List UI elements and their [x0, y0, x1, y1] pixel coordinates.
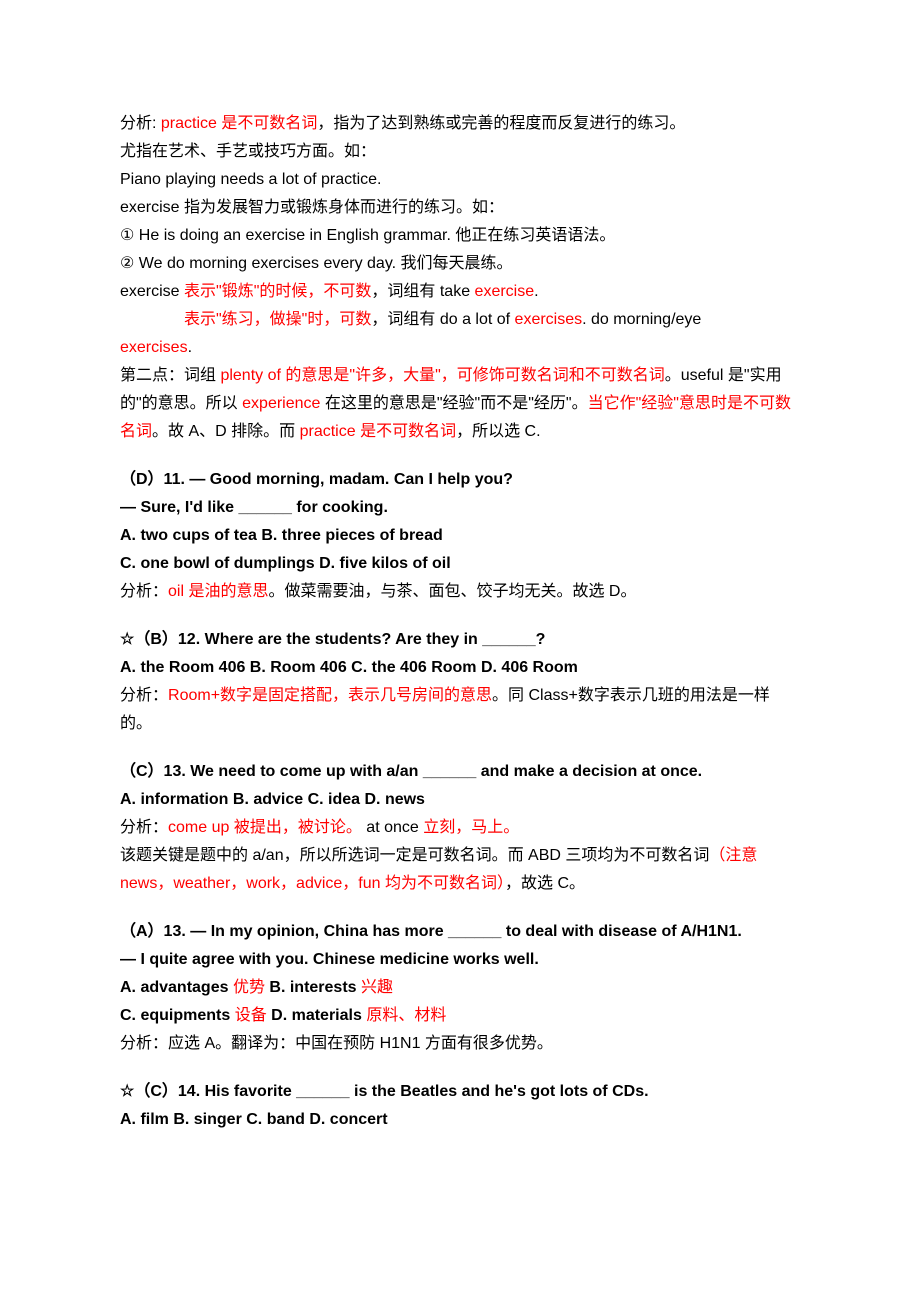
text: .: [188, 339, 192, 356]
gap: [120, 606, 800, 626]
text: .: [534, 283, 538, 300]
text-accent: come up 被提出，被讨论。: [168, 819, 362, 836]
intro-line-1: 分析: practice 是不可数名词，指为了达到熟练或完善的程度而反复进行的练…: [120, 110, 800, 138]
text: exercise 指为发展智力或锻炼身体而进行的练习。如：: [120, 199, 504, 216]
text: ，词组有 do a lot of: [371, 311, 514, 328]
text-accent: exercises: [120, 339, 188, 356]
text: （C）13. We need to come up with a/an ____…: [120, 763, 702, 780]
text-accent: Room+数字是固定搭配，表示几号房间的意思: [168, 687, 492, 704]
q12-stem: ☆（B）12. Where are the students? Are they…: [120, 626, 800, 654]
text: 分析：: [120, 687, 168, 704]
document-page: 分析: practice 是不可数名词，指为了达到熟练或完善的程度而反复进行的练…: [0, 0, 920, 1302]
intro-line-8: 表示"练习，做操"时，可数，词组有 do a lot of exercises.…: [120, 306, 800, 334]
text: exercise: [120, 283, 184, 300]
text: — I quite agree with you. Chinese medici…: [120, 951, 539, 968]
text-accent: practice 是不可数名词: [161, 115, 317, 132]
text: A. film B. singer C. band D. concert: [120, 1111, 388, 1128]
text: A. the Room 406 B. Room 406 C. the 406 R…: [120, 659, 578, 676]
gap: [120, 1058, 800, 1078]
text: Piano playing needs a lot of practice.: [120, 171, 382, 188]
q13b-opts-cd: C. equipments 设备 D. materials 原料、材料: [120, 1002, 800, 1030]
gap: [120, 738, 800, 758]
text: 。做菜需要油，与茶、面包、饺子均无关。故选 D。: [268, 583, 636, 600]
text: ☆（C）14. His favorite ______ is the Beatl…: [120, 1083, 649, 1100]
gap: [120, 898, 800, 918]
text-accent: 表示"锻炼"的时候，不可数: [184, 283, 371, 300]
q11-stem-2: — Sure, I'd like ______ for cooking.: [120, 494, 800, 522]
q13a-analysis-2: 该题关键是题中的 a/an，所以所选词一定是可数名词。而 ABD 三项均为不可数…: [120, 842, 800, 898]
gap: [120, 446, 800, 466]
text-accent: 设备: [235, 1007, 267, 1024]
text-accent: 表示"练习，做操"时，可数: [184, 311, 371, 328]
text-accent: oil 是油的意思: [168, 583, 268, 600]
text: ，故选 C。: [505, 875, 585, 892]
text: ☆（B）12. Where are the students? Are they…: [120, 631, 545, 648]
q11-stem-1: （D）11. — Good morning, madam. Can I help…: [120, 466, 800, 494]
text: C. one bowl of dumplings D. five kilos o…: [120, 555, 451, 572]
q11-opts-ab: A. two cups of tea B. three pieces of br…: [120, 522, 800, 550]
text: A. two cups of tea B. three pieces of br…: [120, 527, 443, 544]
text: 尤指在艺术、手艺或技巧方面。如：: [120, 143, 376, 160]
text-accent: plenty of 的意思是"许多，大量"，可修饰可数名词和不可数名词: [220, 367, 664, 384]
q14-stem: ☆（C）14. His favorite ______ is the Beatl…: [120, 1078, 800, 1106]
text: — Sure, I'd like ______ for cooking.: [120, 499, 388, 516]
text: 分析：应选 A。翻译为：中国在预防 H1N1 方面有很多优势。: [120, 1035, 553, 1052]
q14-opts: A. film B. singer C. band D. concert: [120, 1106, 800, 1134]
text: ① He is doing an exercise in English gra…: [120, 227, 615, 244]
intro-line-2: 尤指在艺术、手艺或技巧方面。如：: [120, 138, 800, 166]
q13a-analysis-1: 分析：come up 被提出，被讨论。 at once 立刻，马上。: [120, 814, 800, 842]
text: （D）11. — Good morning, madam. Can I help…: [120, 471, 513, 488]
intro-line-3: Piano playing needs a lot of practice.: [120, 166, 800, 194]
text: 第二点：词组: [120, 367, 220, 384]
q13b-stem-1: （A）13. — In my opinion, China has more _…: [120, 918, 800, 946]
text-accent: 原料、材料: [366, 1007, 446, 1024]
q12-analysis: 分析：Room+数字是固定搭配，表示几号房间的意思。同 Class+数字表示几班…: [120, 682, 800, 738]
q12-opts: A. the Room 406 B. Room 406 C. the 406 R…: [120, 654, 800, 682]
q13b-stem-2: — I quite agree with you. Chinese medici…: [120, 946, 800, 974]
text: 。故 A、D 排除。而: [152, 423, 300, 440]
text: A. information B. advice C. idea D. news: [120, 791, 425, 808]
text-accent: 优势: [233, 979, 265, 996]
text: 分析：: [120, 583, 168, 600]
q13a-stem: （C）13. We need to come up with a/an ____…: [120, 758, 800, 786]
q11-opts-cd: C. one bowl of dumplings D. five kilos o…: [120, 550, 800, 578]
intro-line-6: ② We do morning exercises every day. 我们每…: [120, 250, 800, 278]
q13b-analysis: 分析：应选 A。翻译为：中国在预防 H1N1 方面有很多优势。: [120, 1030, 800, 1058]
text-accent: experience: [242, 395, 325, 412]
text: D. materials: [267, 1007, 367, 1024]
text-accent: 兴趣: [361, 979, 393, 996]
text: B. interests: [265, 979, 361, 996]
q13a-opts: A. information B. advice C. idea D. news: [120, 786, 800, 814]
text: ，所以选 C.: [456, 423, 540, 440]
text: A. advantages: [120, 979, 233, 996]
text-accent: practice 是不可数名词: [300, 423, 456, 440]
text: . do morning/eye: [582, 311, 701, 328]
intro-line-5: ① He is doing an exercise in English gra…: [120, 222, 800, 250]
intro-line-4: exercise 指为发展智力或锻炼身体而进行的练习。如：: [120, 194, 800, 222]
q13b-opts-ab: A. advantages 优势 B. interests 兴趣: [120, 974, 800, 1002]
text-accent: exercises: [515, 311, 583, 328]
text: ，指为了达到熟练或完善的程度而反复进行的练习。: [317, 115, 685, 132]
q11-analysis: 分析：oil 是油的意思。做菜需要油，与茶、面包、饺子均无关。故选 D。: [120, 578, 800, 606]
text: ② We do morning exercises every day. 我们每…: [120, 255, 513, 272]
text: 该题关键是题中的 a/an，所以所选词一定是可数名词。而 ABD 三项均为不可数…: [120, 847, 709, 864]
text: 在这里的意思是"经验"而不是"经历"。: [325, 395, 588, 412]
intro-line-9: exercises.: [120, 334, 800, 362]
intro-line-7: exercise 表示"锻炼"的时候，不可数，词组有 take exercise…: [120, 278, 800, 306]
text: 分析：: [120, 819, 168, 836]
text: at once: [362, 819, 423, 836]
text: ，词组有 take: [371, 283, 474, 300]
text-accent: 立刻，马上。: [423, 819, 519, 836]
text-accent: exercise: [475, 283, 535, 300]
text: C. equipments: [120, 1007, 235, 1024]
intro-line-10: 第二点：词组 plenty of 的意思是"许多，大量"，可修饰可数名词和不可数…: [120, 362, 800, 446]
text: （A）13. — In my opinion, China has more _…: [120, 923, 742, 940]
text: 分析:: [120, 115, 161, 132]
